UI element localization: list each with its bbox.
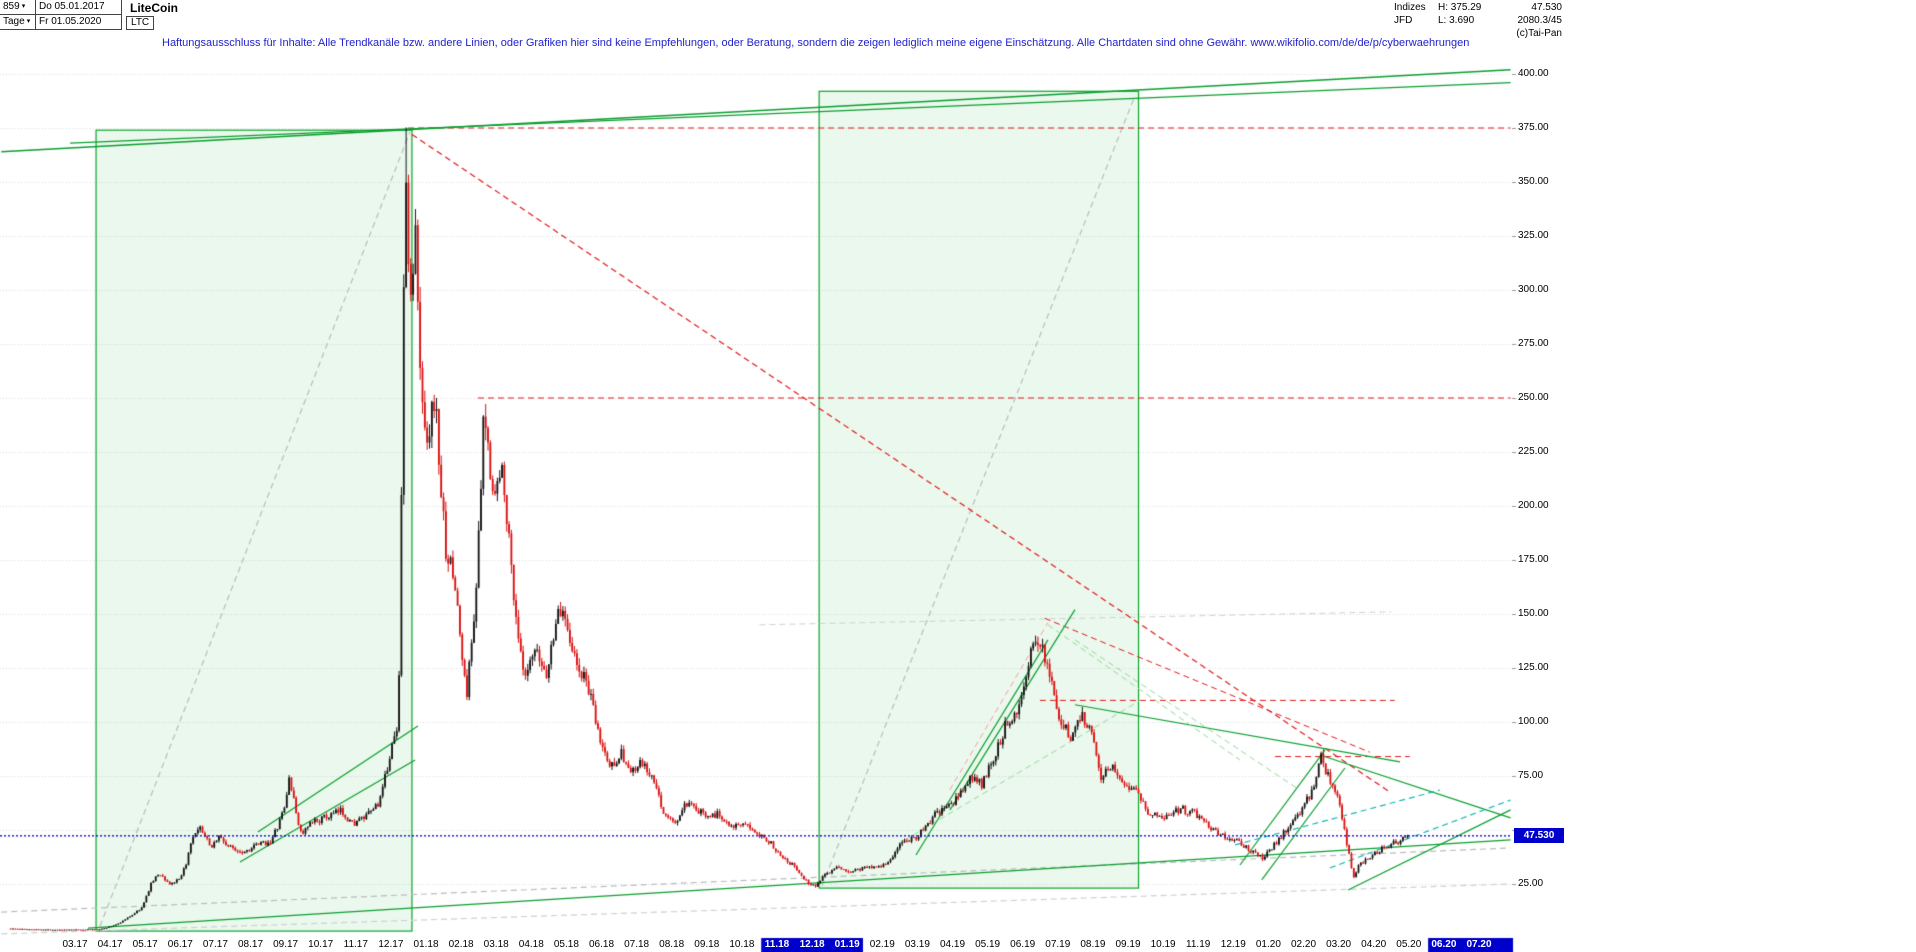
date-to-field[interactable]: Fr 01.05.2020: [36, 15, 122, 30]
symbol-field[interactable]: LTC: [126, 16, 155, 30]
indizes-label: Indizes: [1394, 2, 1426, 13]
period-value: Tage: [3, 16, 25, 27]
quote-info-row-2: JFD L: 3.690 2080.3/45: [1394, 14, 1562, 27]
chevron-down-icon: ▾: [26, 18, 31, 25]
copyright-label: (c)Tai-Pan: [1516, 28, 1562, 39]
turnover-value: 2080.3/45: [1517, 15, 1563, 26]
date-from-field[interactable]: Do 05.01.2017: [36, 0, 122, 15]
feed-label: JFD: [1394, 15, 1413, 26]
period-dropdown[interactable]: Tage ▾: [0, 15, 36, 30]
chevron-down-icon: ▾: [21, 3, 26, 10]
disclaimer-text: Haftungsausschluss für Inhalte: Alle Tre…: [162, 37, 1470, 49]
quote-info: Indizes H: 375.29 47.530 JFD L: 3.690 20…: [1394, 1, 1562, 40]
instrument-title: LiteCoin: [130, 1, 178, 15]
current-price-badge: 47.530: [1514, 828, 1564, 844]
quote-info-row-3: (c)Tai-Pan: [1394, 27, 1562, 40]
chart-number-field[interactable]: 859 ▾: [0, 0, 36, 15]
quote-info-row-1: Indizes H: 375.29 47.530: [1394, 1, 1562, 14]
period-low-value: L: 3.690: [1438, 15, 1475, 26]
period-high-value: H: 375.29: [1438, 2, 1482, 13]
header: 859 ▾ Do 05.01.2017 LiteCoin Tage ▾ Fr 01.…: [0, 0, 1916, 52]
chart-number-value: 859: [3, 1, 20, 12]
last-price-value: 47.530: [1531, 2, 1562, 13]
